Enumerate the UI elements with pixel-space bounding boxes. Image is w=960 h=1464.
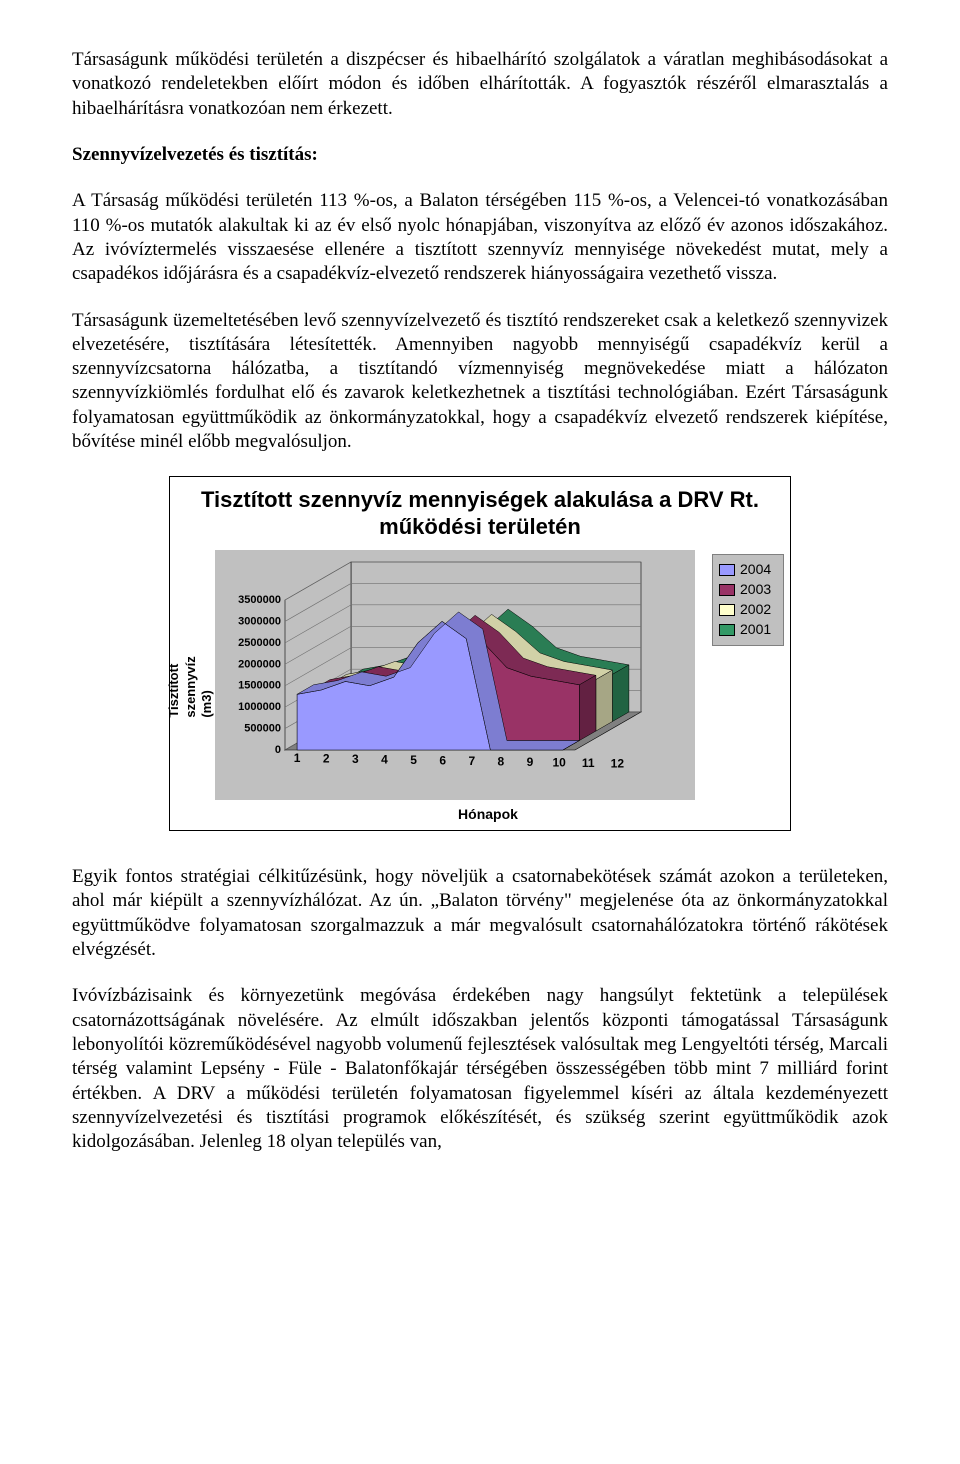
chart-plot-column: 0 500000 1000000 1500000 2000000 2500000 30000… [206,550,704,824]
legend-label: 2004 [740,561,771,579]
chart-title: Tisztított szennyvíz mennyiségek alakulá… [176,483,784,550]
svg-text:2500000: 2500000 [238,637,281,649]
svg-text:2000000: 2000000 [238,658,281,670]
legend-swatch [719,584,735,596]
svg-text:1000000: 1000000 [238,701,281,713]
svg-text:11: 11 [582,756,595,770]
svg-text:7: 7 [468,754,475,768]
legend-label: 2002 [740,601,771,619]
paragraph-4: Egyik fontos stratégiai célkitűzésünk, h… [72,865,888,962]
legend-swatch [719,604,735,616]
chart-legend-box: 2004 2003 2002 2001 [712,554,784,646]
legend-item: 2002 [719,601,777,619]
legend-label: 2003 [740,581,771,599]
svg-text:3000000: 3000000 [238,616,281,628]
svg-text:0: 0 [275,744,281,756]
svg-text:3500000: 3500000 [238,594,281,606]
legend-item: 2003 [719,581,777,599]
svg-text:9: 9 [527,755,534,769]
chart-container: Tisztított szennyvíz mennyiségek alakulá… [169,476,791,831]
paragraph-3: Társaságunk üzemeltetésében levő szennyv… [72,309,888,455]
svg-text:8: 8 [498,755,505,769]
chart-x-axis-label: Hónapok [206,800,704,824]
svg-text:1: 1 [294,751,301,765]
svg-text:3: 3 [352,752,359,766]
legend-item: 2001 [719,621,777,639]
paragraph-2: A Társaság működési területén 113 %-os, … [72,189,888,286]
svg-text:1500000: 1500000 [238,680,281,692]
chart-body: Tisztítottszennyvíz(m3) 0500000100000015… [176,550,784,824]
svg-text:6: 6 [439,754,446,768]
chart-svg: 0 500000 1000000 1500000 2000000 2500000 30000… [206,550,704,800]
chart-y-axis-label: Tisztítottszennyvíz(m3) [176,550,206,824]
svg-text:5: 5 [410,753,417,767]
legend-swatch [719,564,735,576]
chart-legend: 2004 2003 2002 2001 [704,550,784,824]
legend-swatch [719,624,735,636]
paragraph-5: Ivóvízbázisaink és környezetünk megóvása… [72,984,888,1154]
document-page: Társaságunk működési területén a diszpéc… [0,0,960,1225]
legend-label: 2001 [740,621,771,639]
section-heading-szennyviz: Szennyvízelvezetés és tisztítás: [72,143,888,167]
chart-canvas: 0 500000 1000000 1500000 2000000 2500000 30000… [206,550,704,800]
svg-text:12: 12 [611,757,625,771]
svg-text:2: 2 [323,752,330,766]
svg-text:4: 4 [381,753,388,767]
svg-text:10: 10 [552,756,566,770]
paragraph-1: Társaságunk működési területén a diszpéc… [72,48,888,121]
svg-text:500000: 500000 [244,723,281,735]
legend-item: 2004 [719,561,777,579]
